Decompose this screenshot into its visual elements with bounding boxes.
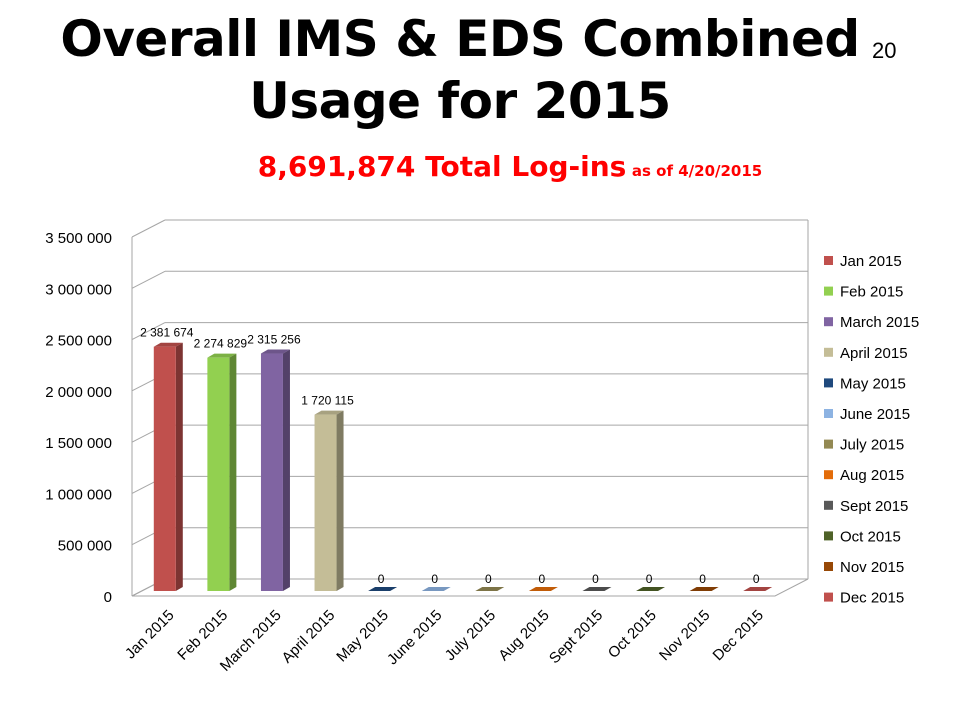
- x-tick-label-7: Aug 2015: [495, 607, 552, 664]
- legend-label-2: March 2015: [840, 314, 919, 331]
- bar-side-2: [282, 349, 290, 591]
- bar-top-11: [743, 587, 773, 591]
- legend-label-8: Sept 2015: [840, 498, 908, 515]
- legend-swatch-5: [824, 409, 833, 418]
- data-label-6: 0: [485, 572, 492, 586]
- bar-side-0: [175, 342, 183, 591]
- x-tick-label-10: Nov 2015: [656, 607, 713, 664]
- y-tick-label: 3 500 000: [45, 230, 112, 247]
- legend-label-10: Nov 2015: [840, 559, 904, 576]
- x-tick-label-6: July 2015: [442, 607, 499, 664]
- legend-swatch-1: [824, 286, 833, 296]
- legend-label-7: Aug 2015: [840, 467, 904, 484]
- bar-side-3: [336, 410, 344, 591]
- gridline-left-5: [131, 322, 166, 341]
- legend-swatch-11: [824, 592, 833, 602]
- y-tick-label: 1 500 000: [45, 435, 112, 452]
- legend-label-0: Jan 2015: [840, 253, 902, 270]
- y-tick-label: 3 000 000: [45, 281, 112, 298]
- bar-top-6: [475, 587, 505, 591]
- data-label-4: 0: [378, 572, 385, 586]
- x-tick-label-5: June 2015: [384, 607, 446, 669]
- x-tick-label-8: Sept 2015: [546, 607, 606, 667]
- legend-label-9: Oct 2015: [840, 528, 901, 545]
- y-tick-label: 0: [104, 589, 112, 606]
- data-label-10: 0: [699, 572, 706, 586]
- bar-top-2: [260, 349, 290, 354]
- data-label-7: 0: [539, 572, 546, 586]
- data-label-11: 0: [753, 572, 760, 586]
- data-label-9: 0: [646, 572, 653, 586]
- y-tick-label: 2 000 000: [45, 384, 112, 401]
- x-tick-label-3: April 2015: [279, 607, 339, 667]
- legend-label-3: April 2015: [840, 345, 908, 362]
- data-label-8: 0: [592, 572, 599, 586]
- legend-label-1: Feb 2015: [840, 284, 903, 301]
- slide-number: 20: [872, 38, 897, 63]
- bar-top-4: [368, 587, 398, 591]
- x-tick-label-9: Oct 2015: [605, 607, 660, 662]
- bar-top-0: [153, 342, 183, 347]
- as-of-date-text: as of 4/20/2015: [631, 162, 763, 180]
- bar-top-10: [689, 587, 719, 591]
- data-label-0: 2 381 674: [140, 326, 194, 340]
- bar-top-9: [636, 587, 666, 591]
- legend-label-6: July 2015: [840, 437, 904, 454]
- legend-swatch-8: [824, 500, 833, 510]
- legend-swatch-0: [824, 256, 833, 265]
- bar-top-7: [528, 587, 558, 591]
- bar-3: [314, 414, 337, 591]
- legend-swatch-10: [824, 562, 833, 571]
- legend-swatch-4: [824, 378, 833, 388]
- y-tick-label: 500 000: [58, 538, 112, 555]
- y-tick-label: 2 500 000: [45, 333, 112, 350]
- bar-0: [153, 346, 176, 591]
- legend-swatch-9: [824, 531, 833, 541]
- legend-swatch-6: [824, 439, 833, 449]
- bar-top-3: [314, 410, 344, 415]
- slide-title: Overall IMS & EDS Combined Usage for 201…: [60, 10, 860, 130]
- x-tick-label-1: Feb 2015: [174, 607, 231, 664]
- bar-2: [260, 353, 283, 591]
- legend-swatch-7: [824, 470, 833, 480]
- bar-side-1: [229, 353, 237, 591]
- gridline-left-7: [131, 219, 166, 238]
- x-tick-label-11: Dec 2015: [710, 607, 767, 664]
- bar-top-8: [582, 587, 612, 591]
- legend-label-11: Dec 2015: [840, 590, 904, 607]
- x-tick-label-0: Jan 2015: [122, 607, 178, 663]
- bar-top-5: [421, 587, 451, 591]
- data-label-3: 1 720 115: [301, 394, 354, 408]
- data-label-5: 0: [431, 572, 438, 586]
- data-label-1: 2 274 829: [194, 337, 248, 351]
- total-logins-text: 8,691,874 Total Log-ins: [257, 150, 627, 183]
- bar-top-1: [207, 353, 237, 358]
- legend-label-5: June 2015: [840, 406, 910, 423]
- legend-label-4: May 2015: [840, 375, 906, 392]
- chart-subtitle: 8,691,874 Total Log-ins as of 4/20/2015: [0, 150, 960, 183]
- legend-swatch-3: [824, 347, 833, 357]
- data-label-2: 2 315 256: [247, 333, 301, 347]
- gridline-left-6: [131, 270, 166, 289]
- legend-swatch-2: [824, 317, 833, 327]
- bar-1: [207, 357, 230, 591]
- y-tick-label: 1 000 000: [45, 486, 112, 503]
